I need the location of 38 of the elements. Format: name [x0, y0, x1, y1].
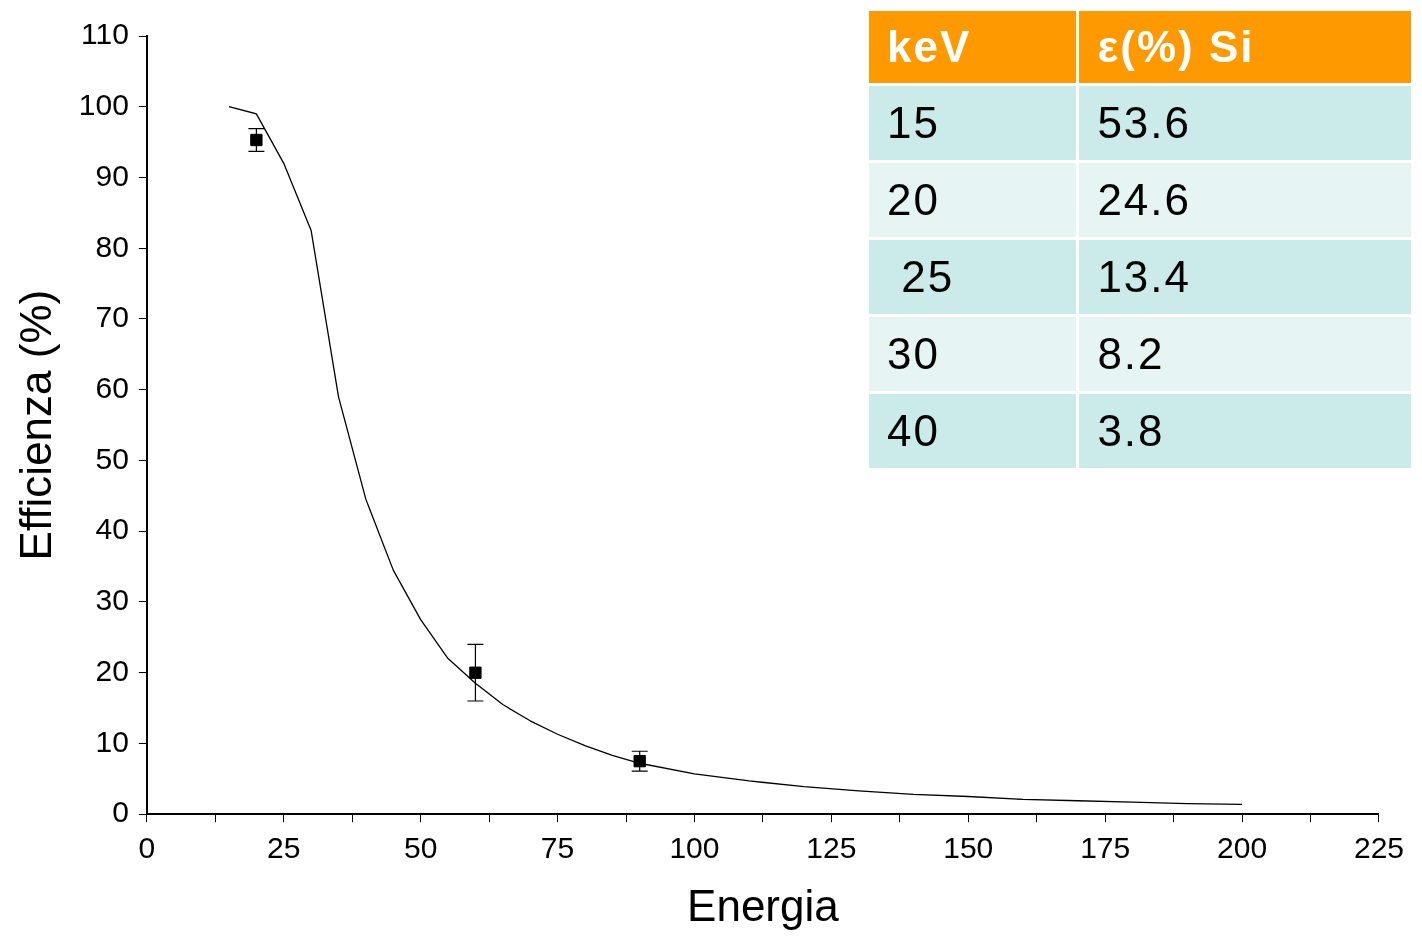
- text: keV: [867, 9, 1078, 85]
- category-label: 25: [867, 238, 1078, 316]
- category-label: 40: [867, 392, 1078, 470]
- data-label: 53.6: [1077, 84, 1413, 162]
- y-tick-label: 90: [95, 158, 129, 192]
- y-tick-label: 40: [95, 512, 129, 546]
- y-tick-label: 20: [95, 653, 129, 687]
- y-tick-label: 0: [112, 795, 129, 829]
- y-tick-label: 50: [95, 441, 129, 475]
- x-tick-label: 150: [943, 831, 994, 865]
- x-tick-label: 225: [1353, 831, 1404, 865]
- data-label: 24.6: [1077, 161, 1413, 239]
- x-tick-label: 0: [138, 831, 156, 865]
- x-tick-label: 50: [403, 831, 438, 865]
- x-axis-title: Energia: [687, 880, 840, 930]
- category-label: 15: [867, 84, 1078, 162]
- y-tick-label: 60: [95, 370, 129, 404]
- x-tick-label: 100: [669, 831, 720, 865]
- x-tick-label: 125: [806, 831, 857, 865]
- y-tick-label: 80: [95, 229, 129, 263]
- data-label: 8.2: [1077, 315, 1413, 393]
- y-axis-title: Efficienza (%): [10, 289, 60, 561]
- y-tick-label: 110: [81, 17, 129, 51]
- x-tick-label: 175: [1080, 831, 1131, 865]
- category-label: 30: [867, 315, 1078, 393]
- point: [250, 133, 263, 147]
- data-label: 3.8: [1077, 392, 1413, 470]
- x-tick-label: 75: [540, 831, 575, 865]
- y-tick-label: 70: [95, 300, 129, 334]
- text: ε(%) Si: [1077, 9, 1413, 85]
- y-tick-label: 30: [95, 583, 129, 617]
- category-label: 20: [867, 161, 1078, 239]
- point: [469, 666, 482, 679]
- x-tick-label: 25: [267, 831, 301, 865]
- y-tick-label: 100: [78, 88, 129, 122]
- y-tick-label: 10: [95, 724, 129, 758]
- x-tick-label: 200: [1217, 831, 1268, 865]
- data-label: 13.4: [1077, 238, 1413, 316]
